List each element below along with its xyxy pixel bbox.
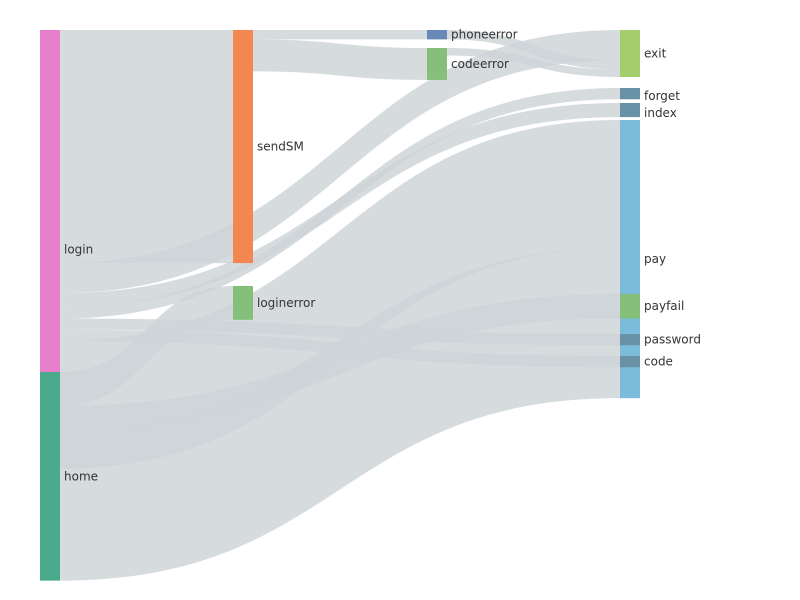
node-sendSM <box>233 30 253 264</box>
link-login-pay <box>60 120 620 469</box>
node-codeerror <box>427 48 447 80</box>
link-login-sendSM <box>60 30 233 264</box>
node-label-home: home <box>64 469 98 483</box>
node-index <box>620 103 640 118</box>
node-password <box>620 334 640 346</box>
node-label-phoneerror: phoneerror <box>451 28 518 42</box>
node-payfail <box>620 294 640 319</box>
node-exit <box>620 30 640 77</box>
node-phoneerror <box>427 30 447 40</box>
link-home-loginerror <box>60 286 233 406</box>
node-home <box>40 372 60 581</box>
node-forget <box>620 88 640 100</box>
node-pay <box>620 120 640 399</box>
node-label-index: index <box>644 106 677 120</box>
node-code <box>620 356 640 368</box>
node-label-forget: forget <box>644 89 680 103</box>
labels-layer: loginhomesendSMloginerrorphoneerrorcodee… <box>64 28 701 484</box>
node-label-payfail: payfail <box>644 299 684 313</box>
node-label-sendSM: sendSM <box>257 140 304 154</box>
node-label-codeerror: codeerror <box>451 57 509 71</box>
node-loginerror <box>233 286 253 320</box>
node-label-pay: pay <box>644 252 666 266</box>
nodes-layer <box>40 30 640 581</box>
link-sendSM-phoneerror <box>253 30 427 40</box>
node-label-code: code <box>644 355 673 369</box>
node-label-exit: exit <box>644 46 667 60</box>
link-login-exit <box>60 30 620 294</box>
node-label-login: login <box>64 242 93 256</box>
link-login-forget <box>60 88 620 319</box>
node-label-loginerror: loginerror <box>257 296 315 310</box>
link-sendSM-codeerror <box>253 39 427 80</box>
links-layer <box>60 30 620 581</box>
node-label-password: password <box>644 333 701 347</box>
node-login <box>40 30 60 469</box>
link-home-pay <box>60 247 620 581</box>
